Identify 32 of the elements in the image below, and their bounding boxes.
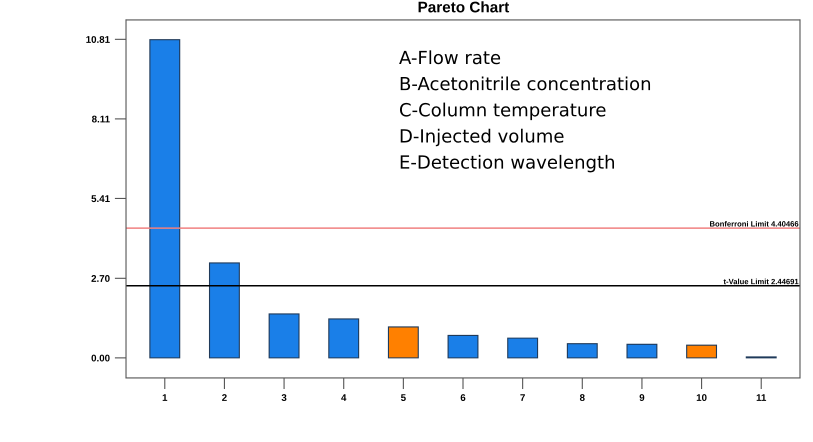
x-tick-label: 9 — [640, 394, 644, 402]
y-tick-label: 10.81 — [86, 36, 110, 43]
annotation: E-Detection wavelength — [400, 154, 614, 172]
x-tick-label: 11 — [756, 394, 766, 401]
bar — [448, 334, 478, 358]
y-tick-label: 8.11 — [92, 116, 110, 123]
chart-title: Pareto Chart — [418, 1, 510, 12]
y-tick-label: 0.00 — [92, 354, 110, 362]
x-tick-label: 3 — [282, 394, 286, 402]
x-tick-label: 7 — [520, 394, 525, 401]
x-tick-label: 4 — [341, 394, 346, 401]
x-tick-label: 6 — [460, 394, 466, 402]
bar — [686, 344, 718, 358]
annotation: B-Acetonitrile concentration — [400, 76, 650, 90]
bar — [328, 318, 360, 358]
bar — [388, 326, 419, 358]
bar — [626, 344, 658, 358]
bar — [208, 262, 240, 358]
x-tick-label: 8 — [580, 394, 585, 402]
y-tick-label: 5.41 — [91, 195, 110, 202]
annotation: C-Column temperature — [400, 102, 606, 120]
x-tick-label: 10 — [696, 394, 707, 402]
y-tick-label: 2.70 — [91, 275, 110, 282]
bar — [149, 39, 180, 358]
annotation: D-Injected volume — [400, 128, 564, 146]
bar — [566, 343, 598, 358]
x-tick-label: 1 — [162, 394, 168, 401]
annotation: A-Flow rate — [399, 50, 500, 64]
bar — [268, 313, 300, 358]
x-tick-label: 2 — [222, 394, 227, 401]
x-tick-label: 5 — [400, 394, 406, 402]
bar — [507, 338, 538, 358]
